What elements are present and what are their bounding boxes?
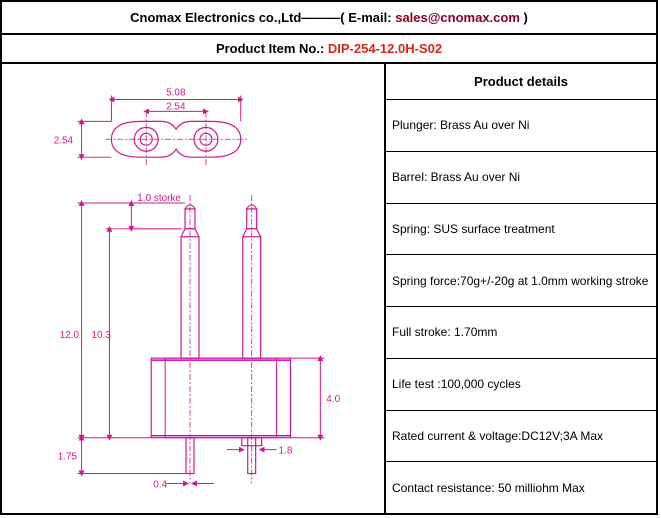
detail-text: Spring: SUS surface treatment <box>392 222 555 236</box>
drawing-pane: 5.08 2.54 2.54 <box>2 64 386 513</box>
dim-pin-w2: 1.8 <box>279 446 293 457</box>
detail-text: Spring force:70g+/-20g at 1.0mm working … <box>392 274 648 288</box>
dim-total: 12.0 <box>60 330 80 341</box>
company-close: ) <box>524 10 528 25</box>
detail-text: Barrel: Brass Au over Ni <box>392 170 520 184</box>
dim-top-pitch: 2.54 <box>166 101 186 112</box>
detail-row: Life test :100,000 cycles <box>386 359 656 411</box>
detail-row: Rated current & voltage:DC12V;3A Max <box>386 411 656 463</box>
detail-row: Spring: SUS surface treatment <box>386 204 656 256</box>
detail-row: Barrel: Brass Au over Ni <box>386 152 656 204</box>
dim-stroke: 1.0 storke <box>137 193 181 204</box>
dim-top-width: 5.08 <box>166 88 186 99</box>
drawing-svg: 5.08 2.54 2.54 <box>2 64 384 513</box>
content-row: 5.08 2.54 2.54 <box>2 64 656 513</box>
details-title: Product details <box>386 64 656 100</box>
detail-text: Life test :100,000 cycles <box>392 377 521 391</box>
detail-row: Plunger: Brass Au over Ni <box>386 100 656 152</box>
company-name: Cnomax Electronics co.,Ltd———( E-mail: <box>130 10 395 25</box>
technical-drawing: 5.08 2.54 2.54 <box>2 64 384 513</box>
part-number: DIP-254-12.0H-S02 <box>328 41 442 56</box>
dim-pin-w1: 0.4 <box>153 479 167 490</box>
detail-text: Full stroke: 1.70mm <box>392 325 497 339</box>
contact-email[interactable]: sales@cnomax.com <box>395 10 520 25</box>
detail-text: Rated current & voltage:DC12V;3A Max <box>392 429 603 443</box>
detail-row: Contact resistance: 50 milliohm Max <box>386 462 656 513</box>
details-pane: Product details Plunger: Brass Au over N… <box>386 64 656 513</box>
document-frame: Cnomax Electronics co.,Ltd———( E-mail: s… <box>0 0 658 515</box>
header-row: Cnomax Electronics co.,Ltd———( E-mail: s… <box>2 2 656 35</box>
dim-top-height: 2.54 <box>54 135 74 146</box>
dim-base-h: 4.0 <box>326 394 340 405</box>
detail-text: Plunger: Brass Au over Ni <box>392 118 529 132</box>
detail-row: Spring force:70g+/-20g at 1.0mm working … <box>386 255 656 307</box>
part-number-row: Product Item No.: DIP-254-12.0H-S02 <box>2 35 656 64</box>
detail-row: Full stroke: 1.70mm <box>386 307 656 359</box>
dim-pin-len: 1.75 <box>58 452 78 463</box>
detail-text: Contact resistance: 50 milliohm Max <box>392 481 585 495</box>
part-label: Product Item No.: <box>216 41 328 56</box>
dim-body: 10.3 <box>92 330 112 341</box>
